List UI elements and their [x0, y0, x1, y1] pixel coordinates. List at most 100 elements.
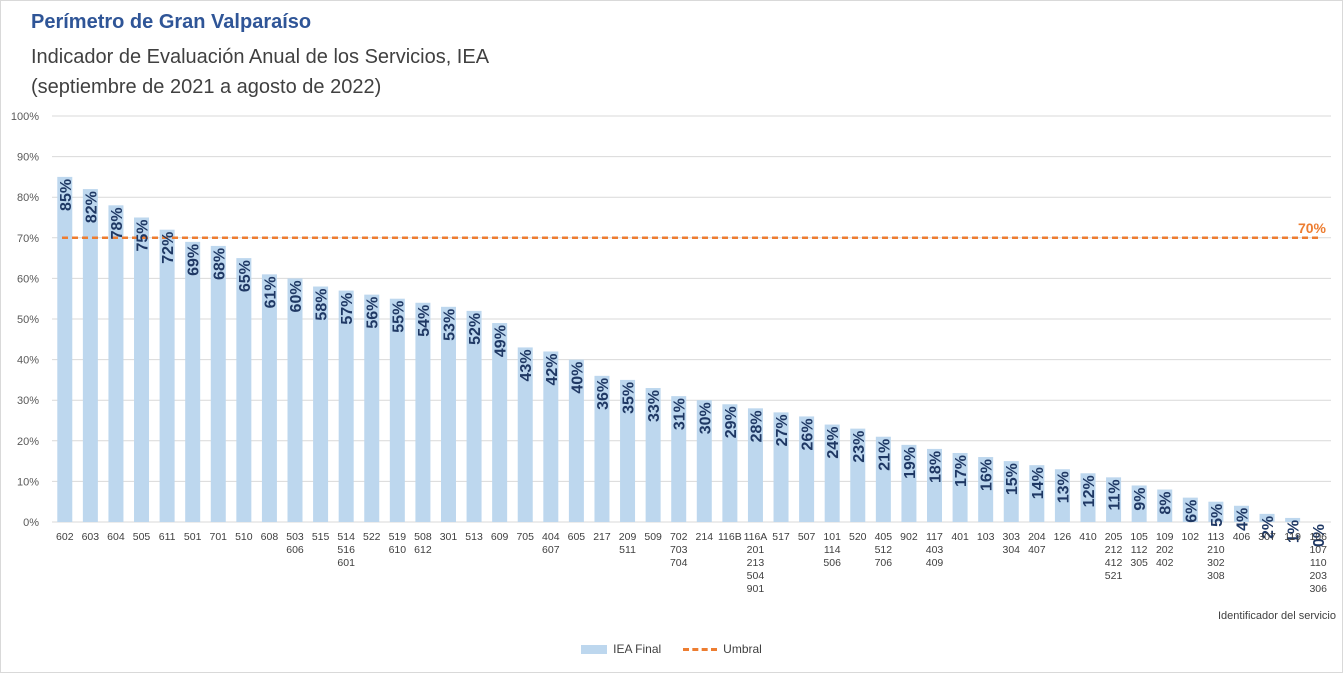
bar	[1233, 505, 1249, 522]
data-label: 6%	[1183, 500, 1200, 523]
bar	[543, 351, 559, 522]
y-tick-label: 50%	[17, 314, 39, 326]
legend-item-iea-final: IEA Final	[581, 642, 661, 656]
bar	[1003, 461, 1019, 522]
bar	[261, 274, 277, 522]
bar	[313, 286, 329, 522]
bar	[952, 452, 968, 522]
x-tick-label: 501	[184, 531, 202, 543]
data-label: 53%	[441, 309, 458, 341]
bar	[159, 229, 175, 522]
x-tick-label: 209	[619, 531, 637, 543]
bar	[1259, 513, 1275, 522]
x-tick-label: 507	[798, 531, 816, 543]
x-tick-label: 509	[644, 531, 662, 543]
x-tick-label: 705	[516, 531, 534, 543]
bar	[594, 375, 610, 522]
legend: IEA Final Umbral	[0, 642, 1343, 656]
bar	[1285, 517, 1301, 522]
data-label: 19%	[902, 447, 919, 479]
x-tick-label: 901	[747, 583, 765, 595]
bar	[696, 400, 712, 522]
x-tick-label: 612	[414, 544, 432, 556]
x-tick-label: 107	[1309, 544, 1327, 556]
data-label: 82%	[83, 191, 100, 223]
x-tick-label: 409	[926, 557, 944, 569]
x-tick-label: 519	[389, 531, 407, 543]
data-label: 33%	[646, 390, 663, 422]
y-tick-label: 40%	[17, 355, 39, 367]
bar	[645, 388, 661, 522]
data-label: 8%	[1158, 492, 1175, 515]
x-tick-label: 201	[747, 544, 765, 556]
x-tick-label: 505	[133, 531, 151, 543]
x-tick-label: 204	[1028, 531, 1046, 543]
x-tick-label: 522	[363, 531, 381, 543]
data-label: 56%	[365, 297, 382, 329]
data-label: 0%	[1311, 524, 1328, 547]
data-label: 17%	[953, 455, 970, 487]
x-tick-label: 516	[337, 544, 355, 556]
subtitle-line-1: Indicador de Evaluación Anual de los Ser…	[31, 46, 490, 68]
x-tick-label: 515	[312, 531, 330, 543]
bar	[568, 359, 584, 522]
y-tick-label: 100%	[11, 111, 39, 123]
data-label: 15%	[1004, 463, 1021, 495]
bar	[185, 241, 201, 523]
data-label: 36%	[595, 378, 612, 410]
x-tick-label: 609	[491, 531, 509, 543]
x-tick-label: 302	[1207, 557, 1225, 569]
x-tick-label: 401	[951, 531, 969, 543]
data-label: 65%	[237, 260, 254, 292]
x-tick-label: 202	[1156, 544, 1174, 556]
data-label: 42%	[544, 353, 561, 385]
y-tick-label: 0%	[23, 517, 39, 529]
data-label: 24%	[825, 427, 842, 459]
x-tick-label: 307	[1258, 531, 1276, 543]
x-tick-label: 601	[337, 557, 355, 569]
data-label: 11%	[1107, 479, 1124, 510]
x-tick-label: 112	[1131, 544, 1148, 556]
bar	[1106, 477, 1122, 522]
bar	[875, 436, 891, 522]
x-tick-label: 402	[1156, 557, 1174, 569]
x-tick-label: 105	[1130, 531, 1148, 543]
x-tick-label: 110	[1310, 557, 1327, 569]
x-tick-label: 303	[1002, 531, 1020, 543]
data-label: 31%	[672, 398, 689, 430]
x-tick-label: 213	[747, 557, 765, 569]
x-tick-label: 602	[56, 531, 74, 543]
y-tick-label: 30%	[17, 395, 39, 407]
bar	[236, 258, 252, 522]
bar	[1054, 469, 1070, 522]
x-tick-label: 306	[1309, 583, 1327, 595]
data-label: 55%	[390, 301, 407, 333]
x-tick-label: 116B	[718, 531, 742, 543]
legend-swatch-line	[683, 647, 718, 651]
x-tick-label: 117	[926, 531, 943, 543]
data-label: 60%	[288, 280, 305, 312]
x-tick-label: 512	[875, 544, 893, 556]
y-tick-label: 70%	[17, 233, 39, 245]
legend-swatch-bar	[581, 644, 608, 654]
x-tick-label: 412	[1105, 557, 1123, 569]
bar	[620, 379, 636, 522]
x-tick-label: 210	[1207, 544, 1225, 556]
bar	[415, 302, 431, 522]
bar	[440, 306, 456, 522]
x-tick-label: 403	[926, 544, 944, 556]
legend-label-umbral: Umbral	[723, 642, 762, 656]
x-axis-title: Identificador del servicio	[1218, 610, 1336, 622]
bar	[747, 408, 763, 522]
data-label: 72%	[160, 232, 177, 264]
x-tick-label: 119	[1284, 531, 1301, 543]
y-tick-label: 60%	[17, 273, 39, 285]
threshold-label: 70%	[1298, 220, 1327, 236]
bar	[1182, 497, 1198, 522]
x-tick-label: 410	[1079, 531, 1097, 543]
x-tick-label: 214	[696, 531, 714, 543]
data-label: 68%	[211, 248, 228, 280]
data-label: 23%	[851, 431, 868, 463]
y-tick-label: 20%	[17, 436, 39, 448]
